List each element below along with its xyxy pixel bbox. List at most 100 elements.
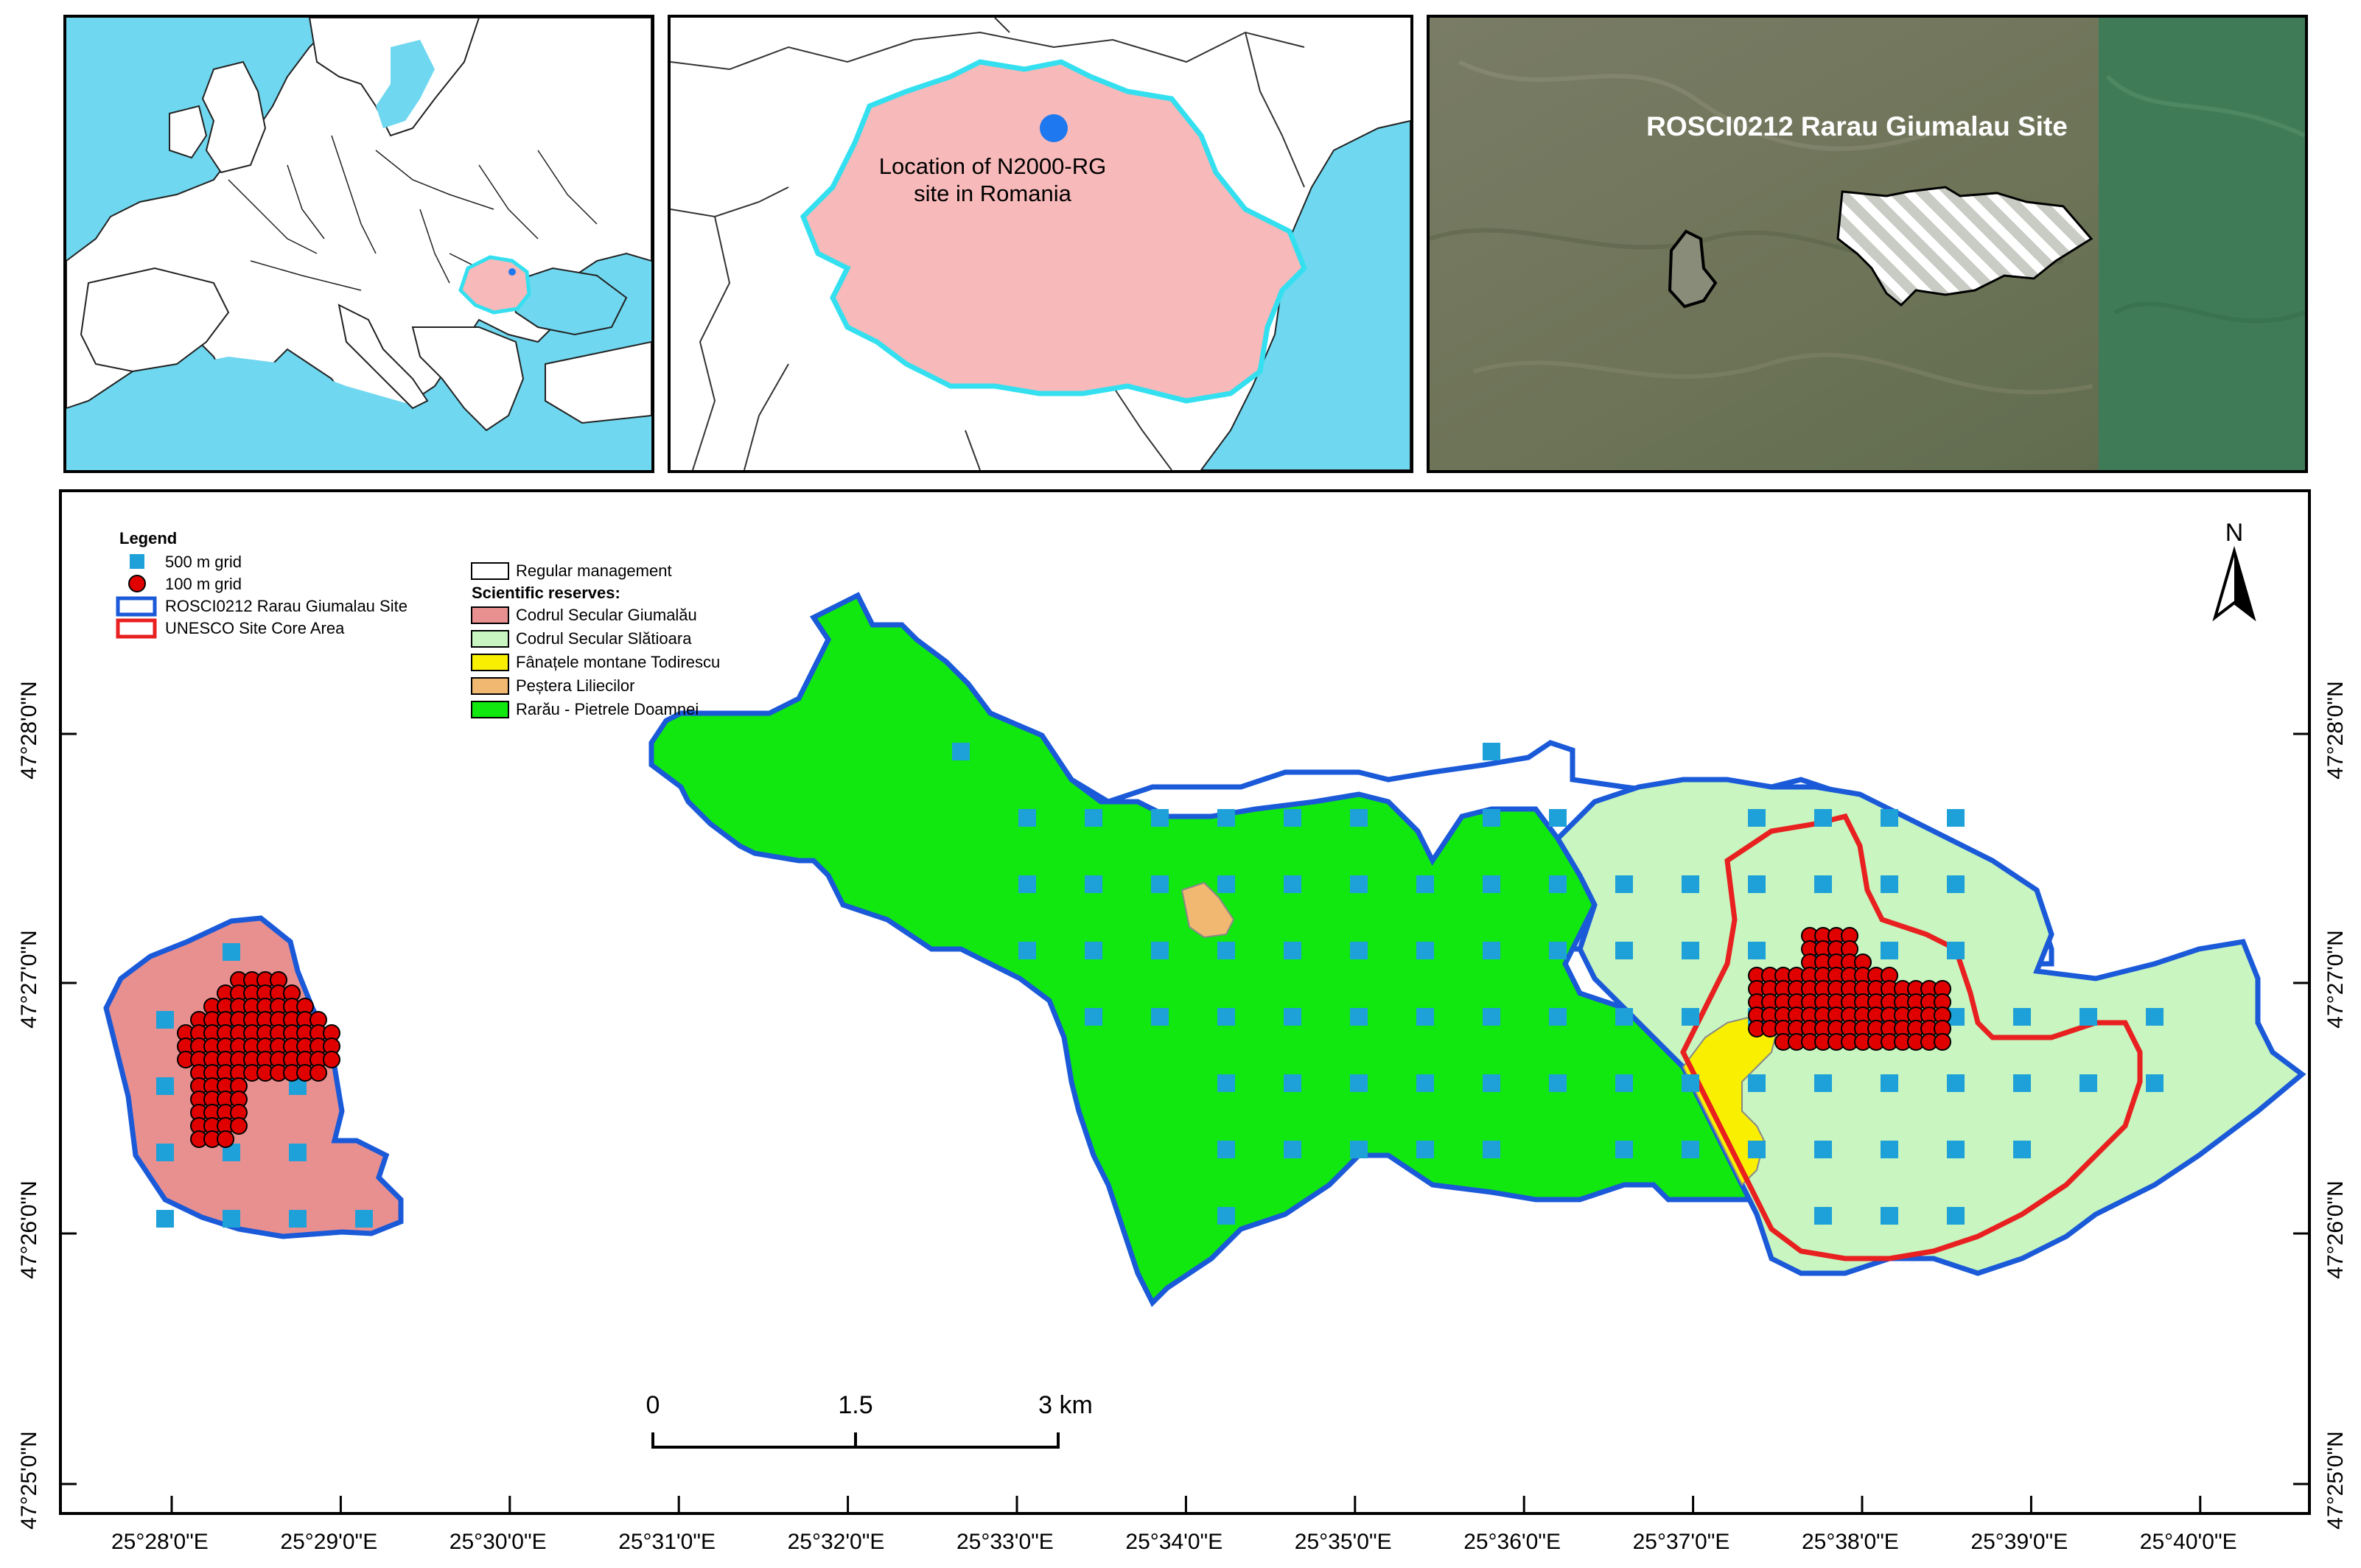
grid-500m-cell [1284,1008,1301,1026]
grid-500m-cell [1284,809,1301,827]
grid-500m-cell [1682,875,1699,893]
legend-regular-management-label: Regular management [516,561,672,580]
grid-100m-cell [309,1064,327,1082]
grid-500m-cell [1814,875,1832,893]
grid-500m-cell [1217,1207,1235,1225]
grid-500m-cell [1217,1074,1235,1092]
legend-rosci-label: ROSCI0212 Rarau Giumalau Site [165,597,408,615]
legend-giumalau-label: Codrul Secular Giumalău [516,606,697,624]
north-arrow: N [2212,519,2256,622]
longitude-tick-label: 25°33'0"E [956,1530,1054,1554]
grid-500m-cell [1217,1141,1235,1158]
grid-500m-cell [1682,1141,1699,1158]
grid-500m-cell [1549,809,1567,827]
grid-500m-cell [1018,875,1036,893]
romania-label-line2: site in Romania [914,181,1071,206]
grid-500m-cell [156,1210,174,1228]
grid-500m-cell [1085,942,1102,959]
grid-500m-cell [1416,875,1434,893]
grid-500m-cell [1814,1141,1832,1158]
main-study-area-map: Legend 500 m grid 100 m grid ROSCI0212 R… [59,489,2311,1515]
longitude-tick-label: 25°29'0"E [280,1530,378,1554]
grid-500m-cell [1151,942,1169,959]
grid-500m-cell [1483,942,1500,959]
grid-500m-cell [223,1210,240,1228]
latitude-tick-label: 47°27'0"N [2323,930,2348,1029]
grid-500m-cell [156,1011,174,1029]
grid-500m-cell [1018,942,1036,959]
grid-500m-cell [1814,809,1832,827]
north-arrow-label: N [2225,519,2244,547]
baltic-sea [376,40,435,128]
grid-500m-cell [1483,743,1500,760]
legend-500m-label: 500 m grid [165,553,242,571]
grid-500m-cell [2013,1074,2031,1092]
latitude-tick-label: 47°28'0"N [2323,681,2348,780]
ireland [169,105,208,159]
grid-500m-cell [1284,1074,1301,1092]
grid-500m-cell [156,1077,174,1095]
grid-100m-cell [230,1117,248,1135]
iberia-landmass [80,267,230,373]
grid-500m-cell [1416,1008,1434,1026]
grid-500m-cell [1151,809,1169,827]
longitude-tick-label: 25°40'0"E [2139,1530,2237,1554]
grid-500m-cell [1350,1074,1368,1092]
pestera-liliecilor-polygon [1180,881,1235,939]
grid-500m-cell [2013,1141,2031,1158]
grid-500m-cell [1947,1141,1965,1158]
grid-500m-cell [1881,1207,1898,1225]
grid-500m-cell [1217,875,1235,893]
legend-todirescu-symbol [471,654,509,671]
grid-500m-cell [1284,942,1301,959]
longitude-tick-label: 25°28'0"E [111,1530,209,1554]
grid-500m-cell [1682,1074,1699,1092]
longitude-tick-label: 25°30'0"E [449,1530,547,1554]
europe-map-svg [66,18,651,470]
rarau-pietrele-doamnei-polygon [648,592,1763,1307]
legend-title: Legend [119,529,177,547]
grid-500m-cell [1682,942,1699,959]
grid-500m-cell [1881,875,1898,893]
legend-rarau-symbol [471,701,509,718]
grid-500m-cell [1682,1008,1699,1026]
grid-500m-cell [1151,1008,1169,1026]
grid-500m-cell [289,1144,307,1161]
grid-500m-cell [156,1144,174,1161]
site-west-polygon [1668,229,1718,309]
legend-rosci-symbol [116,596,157,617]
grid-500m-cell [1350,875,1368,893]
latitude-tick-label: 47°26'0"N [17,1180,41,1279]
grid-500m-cell [952,743,970,760]
grid-500m-cell [1018,809,1036,827]
legend-giumalau-symbol [471,606,509,624]
mediterranean-sea [66,357,651,470]
grid-500m-cell [1151,875,1169,893]
legend-rarau-label: Rarău - Pietrele Doamnei [516,700,699,718]
grid-500m-cell [2080,1074,2097,1092]
latitude-tick-label: 47°25'0"N [17,1431,41,1530]
grid-500m-cell [1748,809,1766,827]
legend-liliecilor-symbol [471,677,509,695]
legend-100m-label: 100 m grid [165,575,242,593]
grid-500m-cell [1615,875,1633,893]
legend-todirescu-label: Fânațele montane Todirescu [516,653,720,671]
grid-500m-cell [1814,1074,1832,1092]
grid-500m-cell [1881,942,1898,959]
scale-label-1-5: 1.5 [838,1391,872,1419]
grid-500m-cell [1748,875,1766,893]
grid-500m-cell [1881,1141,1898,1158]
longitude-tick-label: 25°34'0"E [1125,1530,1223,1554]
site-location-marker [508,268,516,276]
grid-500m-cell [289,1210,307,1228]
grid-500m-cell [1483,1074,1500,1092]
legend-100m-symbol [128,575,146,592]
graticule-ticks [62,732,2308,1512]
satellite-svg: ROSCI0212 Rarau Giumalau Site [1430,18,2305,470]
balkans [411,326,525,432]
grid-500m-cell [2080,1008,2097,1026]
grid-500m-cell [1748,1074,1766,1092]
satellite-inset-image: ROSCI0212 Rarau Giumalau Site [1427,15,2308,473]
grid-500m-cell [1615,1008,1633,1026]
grid-500m-cell [1881,809,1898,827]
